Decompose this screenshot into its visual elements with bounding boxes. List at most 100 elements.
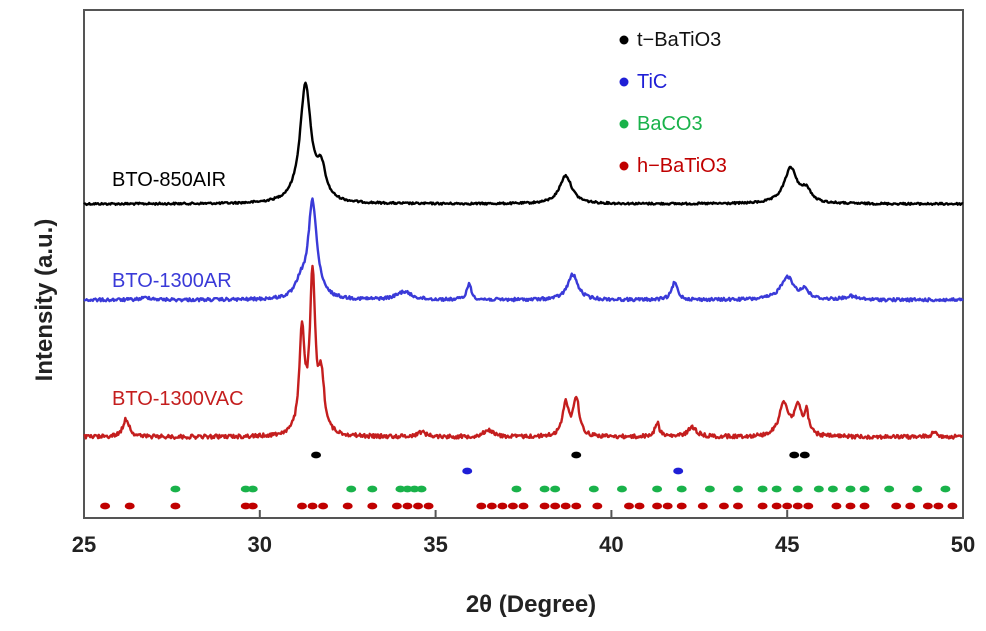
reference-marker [757, 485, 768, 493]
reference-marker [792, 485, 803, 493]
reference-marker [413, 502, 424, 510]
reference-marker [462, 467, 473, 475]
x-axis-label: 2θ (Degree) [466, 591, 596, 618]
reference-marker [247, 502, 258, 510]
reference-marker [240, 502, 251, 510]
legend-label: BaCO3 [637, 113, 703, 135]
reference-marker [827, 485, 838, 493]
series-line [83, 264, 964, 440]
x-tick-label: 25 [72, 532, 96, 557]
legend-marker [619, 161, 629, 171]
reference-marker [912, 485, 923, 493]
legend-marker [619, 35, 629, 45]
reference-marker [571, 451, 582, 459]
reference-marker [402, 485, 413, 493]
reference-marker [247, 485, 258, 493]
reference-marker [757, 502, 768, 510]
reference-marker [623, 502, 634, 510]
reference-marker [676, 502, 687, 510]
reference-marker [560, 502, 571, 510]
reference-marker [634, 502, 645, 510]
x-tick-label: 45 [775, 532, 799, 557]
reference-marker [813, 485, 824, 493]
series-label: BTO-1300VAC [112, 388, 244, 410]
reference-marker [100, 502, 111, 510]
legend-marker [619, 119, 629, 129]
reference-marker [497, 502, 508, 510]
reference-marker [296, 502, 307, 510]
reference-marker [803, 502, 814, 510]
reference-marker [662, 502, 673, 510]
reference-marker [402, 502, 413, 510]
legend-label: t−BaTiO3 [637, 29, 721, 51]
reference-marker [518, 502, 529, 510]
reference-marker [395, 485, 406, 493]
reference-marker [311, 451, 322, 459]
series-labels: BTO-850AIR BTO-1300AR BTO-1300VAC [112, 169, 244, 410]
reference-marker [859, 502, 870, 510]
reference-marker [539, 502, 550, 510]
reference-marker [240, 485, 251, 493]
reference-marker [697, 502, 708, 510]
reference-marker [799, 451, 810, 459]
reference-marker [124, 502, 135, 510]
reference-marker [318, 502, 329, 510]
y-axis-label: Intensity (a.u.) [31, 219, 58, 382]
reference-marker [592, 502, 603, 510]
reference-marker [367, 485, 378, 493]
reference-marker [859, 485, 870, 493]
reference-marker [933, 502, 944, 510]
reference-marker [732, 502, 743, 510]
series-group [83, 81, 964, 440]
reference-marker [486, 502, 497, 510]
reference-marker [409, 485, 420, 493]
legend-label: TiC [637, 71, 667, 93]
reference-marker [845, 502, 856, 510]
reference-marker [732, 485, 743, 493]
reference-marker [922, 502, 933, 510]
reference-marker [391, 502, 402, 510]
reference-marker [616, 485, 627, 493]
reference-marker [571, 502, 582, 510]
reference-marker [550, 485, 561, 493]
reference-marker [342, 502, 353, 510]
series-label: BTO-1300AR [112, 270, 232, 292]
reference-marker [423, 502, 434, 510]
reference-marker [845, 485, 856, 493]
reference-markers [100, 451, 958, 510]
x-axis: 25 30 35 40 45 50 [72, 510, 975, 557]
reference-marker [511, 485, 522, 493]
reference-marker [940, 485, 951, 493]
reference-marker [170, 485, 181, 493]
legend: t−BaTiO3 TiC BaCO3 h−BaTiO3 [619, 29, 727, 177]
reference-marker [346, 485, 357, 493]
x-tick-label: 40 [599, 532, 623, 557]
reference-marker [891, 502, 902, 510]
reference-marker [416, 485, 427, 493]
reference-marker [307, 502, 318, 510]
series-label: BTO-850AIR [112, 169, 226, 191]
x-tick-label: 35 [423, 532, 447, 557]
reference-marker [550, 502, 561, 510]
reference-marker [652, 502, 663, 510]
reference-marker [718, 502, 729, 510]
legend-marker [619, 77, 629, 87]
x-tick-label: 50 [951, 532, 975, 557]
x-tick-label: 30 [248, 532, 272, 557]
reference-marker [771, 485, 782, 493]
reference-marker [476, 502, 487, 510]
reference-marker [947, 502, 958, 510]
series-line [83, 197, 964, 303]
reference-marker [673, 467, 684, 475]
reference-marker [789, 451, 800, 459]
reference-marker [905, 502, 916, 510]
series-line [83, 81, 964, 207]
legend-label: h−BaTiO3 [637, 155, 727, 177]
plot-frame [83, 9, 964, 519]
reference-marker [782, 502, 793, 510]
reference-marker [704, 485, 715, 493]
reference-marker [884, 485, 895, 493]
reference-marker [170, 502, 181, 510]
reference-marker [367, 502, 378, 510]
